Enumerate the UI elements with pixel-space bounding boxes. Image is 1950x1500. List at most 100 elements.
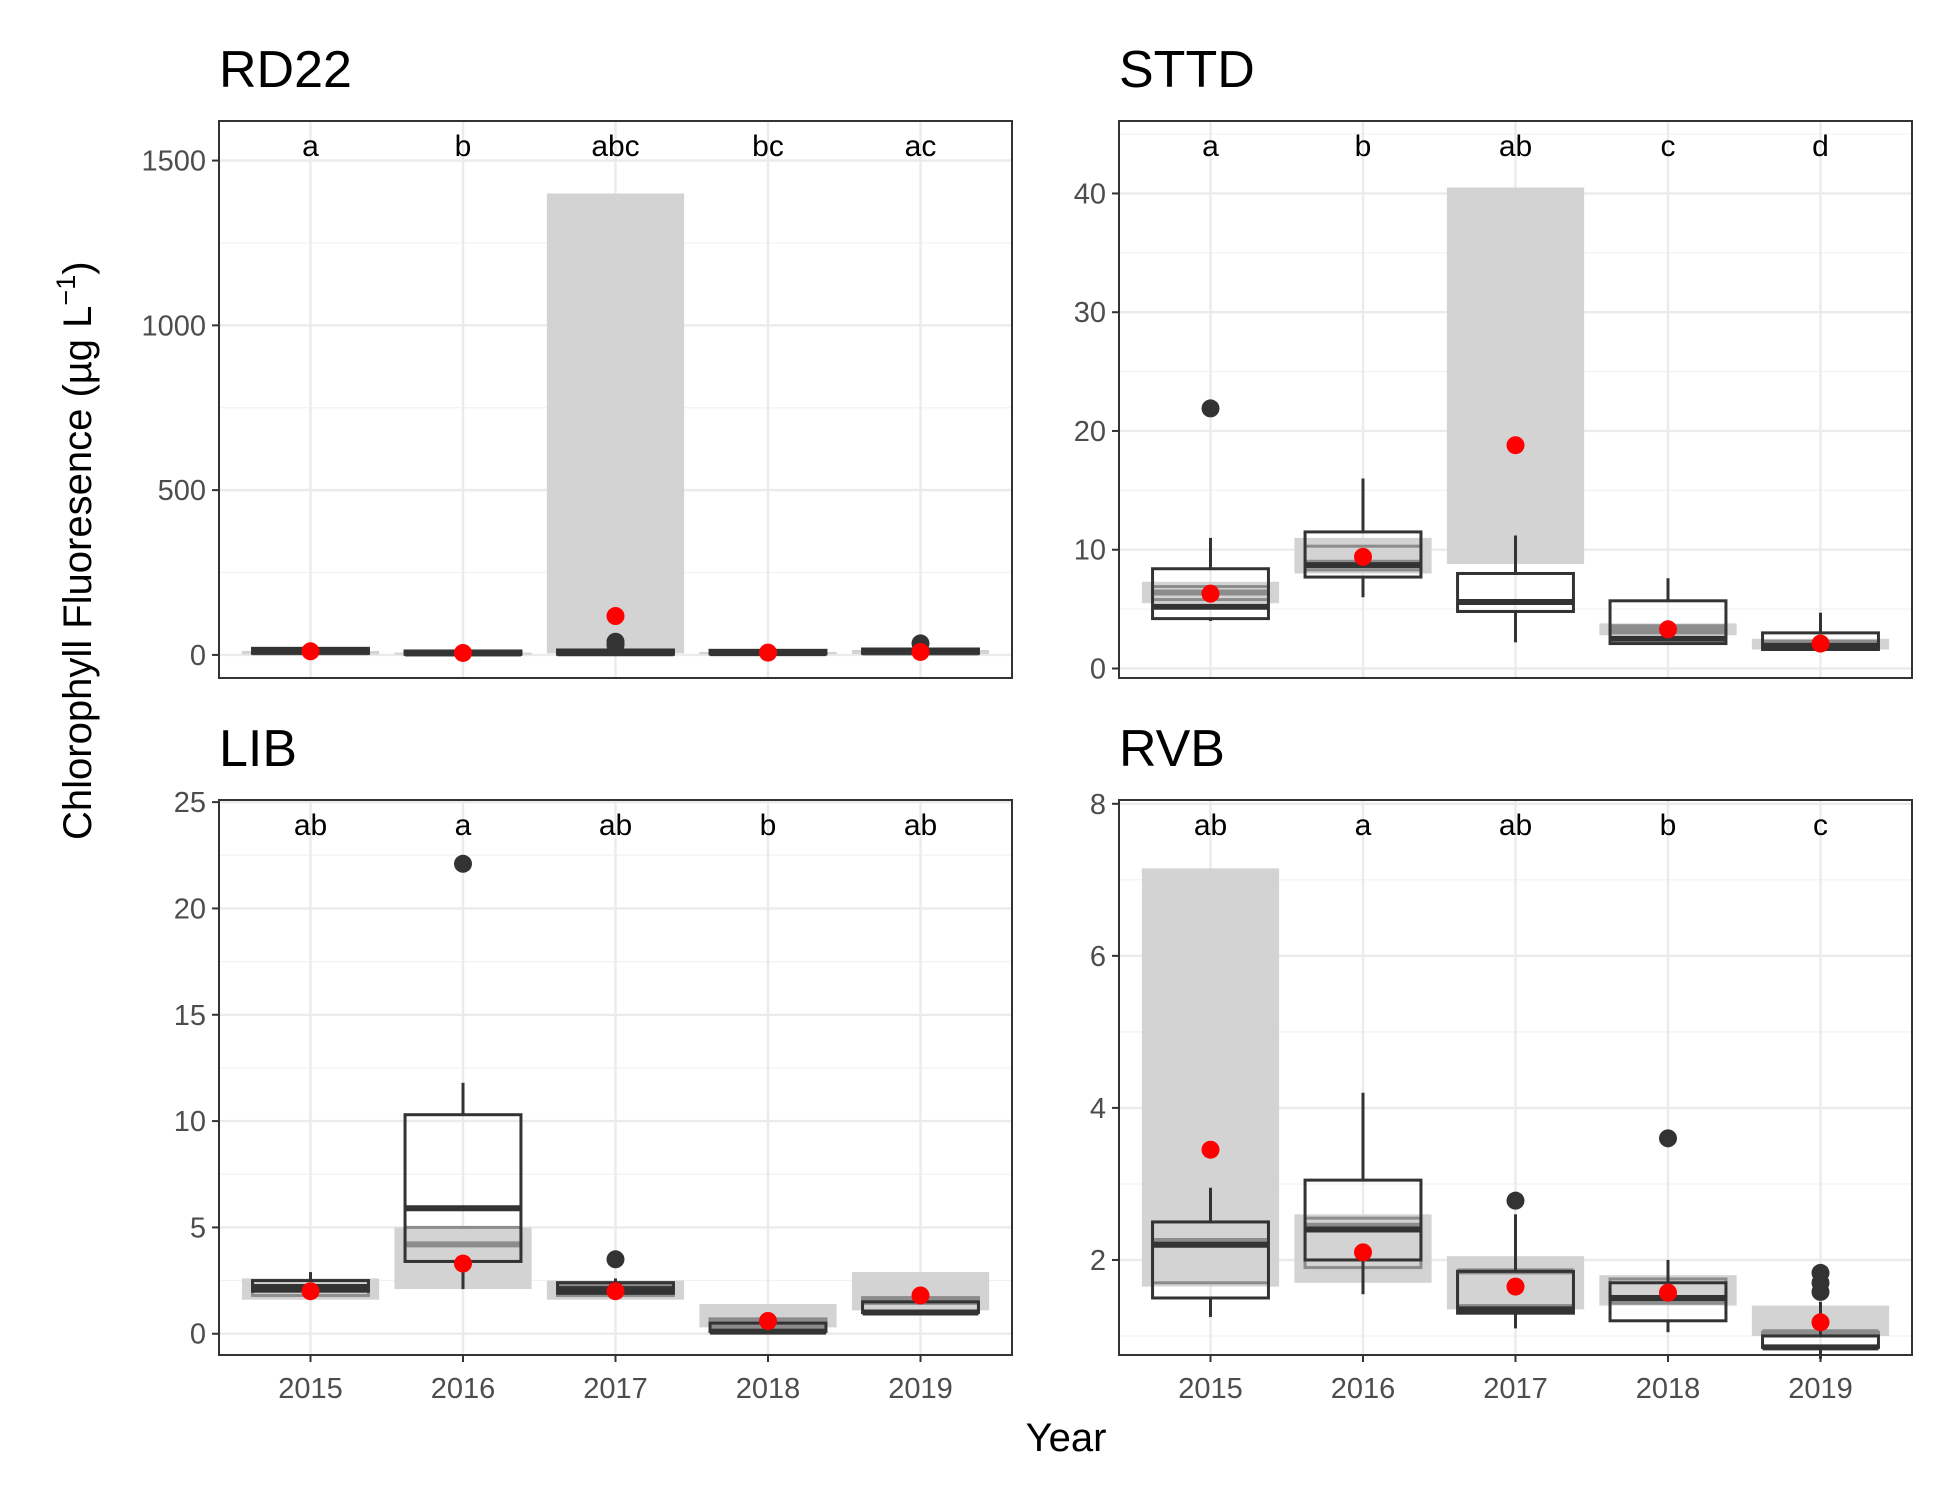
box-2018 xyxy=(1608,1281,1728,1323)
panel-lib: LIB ab a ab b ab 0 5 10 15 20 25 2015 2016 2017 2018 201… xyxy=(174,720,1013,1405)
mean-point-2018 xyxy=(759,643,777,662)
significance-letter-2019: c xyxy=(1813,809,1828,842)
mean-point-2015 xyxy=(301,1282,320,1301)
mean-point-2015 xyxy=(1201,584,1220,603)
y-tick-label: 5 xyxy=(190,1212,206,1244)
significance-letter-2018: bc xyxy=(752,130,784,163)
panel-border xyxy=(1118,120,1913,679)
x-tick-label: 2016 xyxy=(431,1373,496,1405)
mean-point-2015 xyxy=(1201,1140,1220,1159)
y-tick-label: 2 xyxy=(1090,1245,1106,1277)
y-tick-label: 0 xyxy=(190,1319,206,1351)
significance-letter-2015: a xyxy=(1202,130,1219,163)
x-tick-label: 2018 xyxy=(736,1373,801,1405)
mean-point-2017 xyxy=(606,607,625,626)
significance-letter-2018: c xyxy=(1661,130,1676,163)
x-tick-label: 2019 xyxy=(1788,1373,1853,1405)
y-tick-label: 8 xyxy=(1090,789,1106,821)
y-tick-label: 10 xyxy=(174,1106,206,1138)
x-tick-label: 2019 xyxy=(888,1373,953,1405)
y-tick-label: 0 xyxy=(1090,653,1106,685)
outlier-point-2019 xyxy=(1811,1263,1830,1282)
x-tick-label: 2016 xyxy=(1331,1373,1396,1405)
box-2015 xyxy=(1151,567,1270,621)
significance-letter-2019: d xyxy=(1812,130,1829,163)
y-tick-label: 20 xyxy=(174,893,206,925)
mean-point-2016 xyxy=(1354,1243,1372,1262)
y-tick-label: 30 xyxy=(1074,297,1106,329)
range-band-2015 xyxy=(1141,868,1280,1287)
box-2016 xyxy=(1303,530,1423,579)
y-tick-label: 20 xyxy=(1074,416,1106,448)
box-2018 xyxy=(1608,599,1728,646)
y-tick-label: 15 xyxy=(174,1000,206,1032)
mean-point-2016 xyxy=(454,643,472,662)
significance-letter-2016: a xyxy=(1355,809,1372,842)
x-tick-label: 2018 xyxy=(1636,1373,1701,1405)
significance-letter-2016: a xyxy=(455,809,472,842)
box-2017 xyxy=(1456,1269,1575,1315)
mean-point-2017 xyxy=(1506,1277,1525,1296)
mean-point-2017 xyxy=(606,1282,625,1301)
y-axis-title-superscript: −1 xyxy=(51,275,81,306)
x-tick-label: 2015 xyxy=(1178,1373,1243,1405)
y-tick-label: 4 xyxy=(1090,1093,1106,1125)
mean-point-2017 xyxy=(1506,436,1525,455)
mean-point-2019 xyxy=(911,1286,930,1305)
mean-point-2015 xyxy=(301,642,320,661)
mean-point-2016 xyxy=(454,1254,472,1273)
y-axis-title-end: ) xyxy=(56,261,100,274)
panel-rvb: RVB ab a ab b c 2 4 6 8 2015 2016 2017 2018 2019 xyxy=(1090,720,1913,1405)
significance-letter-2017: ab xyxy=(1499,130,1532,163)
y-tick-label: 10 xyxy=(1074,535,1106,567)
y-tick-label: 1000 xyxy=(141,310,206,342)
y-tick-label: 25 xyxy=(174,787,206,819)
panel-title-sttd: STTD xyxy=(1119,41,1255,99)
mean-point-2016 xyxy=(1354,547,1372,566)
x-axis-title: Year xyxy=(1026,1416,1107,1460)
mean-point-2018 xyxy=(759,1311,777,1330)
y-tick-label: 0 xyxy=(190,640,206,672)
significance-letter-2015: ab xyxy=(1194,809,1227,842)
panel-title-lib: LIB xyxy=(219,720,297,778)
box-2015 xyxy=(1151,1220,1270,1300)
x-tick-label: 2017 xyxy=(1483,1373,1548,1405)
outlier-point-2018 xyxy=(1659,1129,1677,1148)
range-band-2017 xyxy=(1446,187,1585,564)
panel-title-rvb: RVB xyxy=(1119,720,1225,778)
y-tick-label: 500 xyxy=(158,475,206,507)
y-axis-title: Chlorophyll Fluoresence (µg L−1) xyxy=(51,261,100,840)
significance-letter-2019: ab xyxy=(904,809,937,842)
panel-rd22: RD22 a b abc bc ac 0 500 1000 1500 xyxy=(141,41,1013,679)
significance-letter-2018: b xyxy=(760,809,777,842)
box-2017 xyxy=(1456,571,1575,613)
outlier-point-2017 xyxy=(606,632,625,651)
mean-point-2019 xyxy=(1811,1313,1830,1332)
y-axis-title-main: Chlorophyll Fluoresence (µg L xyxy=(56,306,100,840)
panel-title-rd22: RD22 xyxy=(219,41,352,99)
significance-letter-2015: a xyxy=(302,130,319,163)
significance-letter-2017: ab xyxy=(1499,809,1532,842)
significance-letter-2016: b xyxy=(455,130,472,163)
significance-letter-2016: b xyxy=(1355,130,1372,163)
significance-letter-2018: b xyxy=(1660,809,1677,842)
mean-point-2018 xyxy=(1659,620,1677,639)
x-tick-label: 2015 xyxy=(278,1373,343,1405)
y-tick-label: 6 xyxy=(1090,941,1106,973)
y-tick-label: 40 xyxy=(1074,178,1106,210)
panel-border xyxy=(218,120,1013,679)
mean-point-2019 xyxy=(911,642,930,661)
x-tick-label: 2017 xyxy=(583,1373,648,1405)
significance-letter-2019: ac xyxy=(905,130,937,163)
outlier-point-2017 xyxy=(606,1250,625,1269)
mean-point-2019 xyxy=(1811,634,1830,653)
outlier-point-2015 xyxy=(1201,399,1220,418)
outlier-point-2017 xyxy=(1506,1191,1525,1210)
significance-letter-2017: ab xyxy=(599,809,632,842)
outlier-point-2016 xyxy=(454,854,472,873)
range-band-2017 xyxy=(546,193,685,654)
significance-letter-2015: ab xyxy=(294,809,327,842)
